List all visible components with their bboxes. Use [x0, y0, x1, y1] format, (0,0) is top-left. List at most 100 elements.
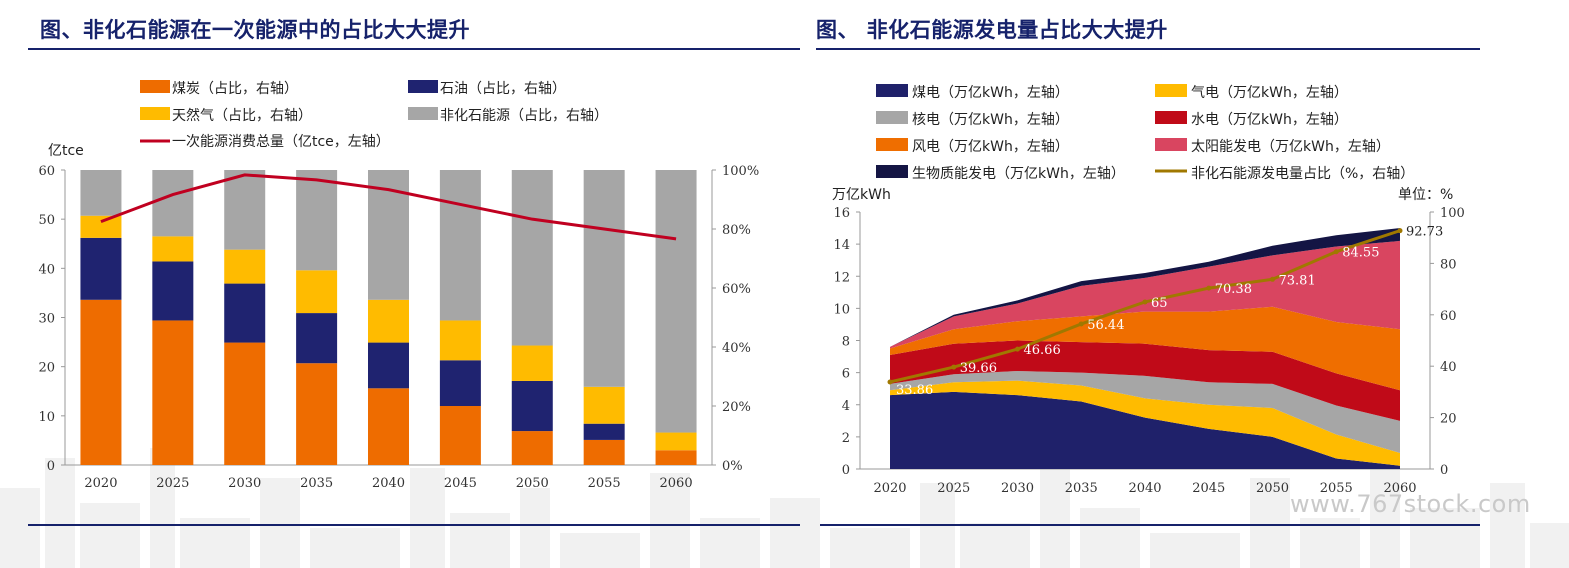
x-tick-label: 2035 — [1065, 481, 1098, 496]
right-chart-title: 图、 非化石能源发电量占比大大提升 — [816, 18, 1168, 42]
legend-label-total: 一次能源消费总量（亿tce，左轴） — [172, 134, 390, 150]
legend-swatch-coal — [140, 80, 170, 93]
left-y-tick-label: 10 — [38, 410, 55, 425]
right-y-tick-label: 0 — [1440, 463, 1448, 478]
right-y-tick-label: 100% — [722, 164, 759, 179]
left-title-rule — [28, 48, 800, 50]
legend-swatch-nonfossil — [408, 107, 438, 120]
legend-label-solar: 太阳能发电（万亿kWh，左轴） — [1191, 139, 1390, 155]
legend-swatch-gas — [1155, 84, 1187, 97]
bar-gas — [439, 320, 481, 361]
bar-gas — [655, 432, 697, 451]
legend-label-wind: 风电（万亿kWh，左轴） — [912, 139, 1069, 155]
legend-label-nonfossil: 非化石能源（占比，右轴） — [440, 108, 608, 124]
bar-nonfossil — [80, 170, 122, 216]
line-point — [1270, 276, 1275, 282]
line-point — [1333, 249, 1339, 255]
x-tick-label: 2030 — [1001, 481, 1034, 496]
line-point — [1015, 346, 1020, 352]
legend-label-oil: 石油（占比，右轴） — [440, 81, 566, 97]
legend-label-coal: 煤炭（占比，右轴） — [172, 81, 298, 97]
bar-gas — [583, 386, 625, 424]
left-y-tick-label: 0 — [842, 463, 850, 478]
bar-coal — [80, 299, 122, 465]
left-y-tick-label: 4 — [842, 399, 850, 414]
left-panel: 图、非化石能源在一次能源中的占比大大提升 0 10 20 30 40 50 60 0% 20% 4… — [28, 18, 800, 526]
left-y-tick-label: 14 — [833, 238, 850, 253]
right-y-tick-label: 40 — [1440, 360, 1457, 375]
legend-swatch-gas — [140, 107, 170, 120]
right-bottom-rule — [820, 524, 1480, 526]
bar-oil — [583, 423, 625, 440]
watermark-text: www.767stock.com — [1290, 490, 1531, 518]
legend-label-gas: 气电（万亿kWh，左轴） — [1191, 85, 1348, 101]
bar-gas — [80, 215, 122, 238]
right-y-axis-unit: 单位：% — [1398, 187, 1453, 203]
legend-swatch-bio — [876, 165, 908, 178]
data-label: 39.66 — [960, 361, 997, 376]
data-label: 56.44 — [1087, 318, 1124, 333]
bar-nonfossil — [583, 170, 625, 387]
x-tick-label: 2025 — [156, 476, 189, 491]
right-y-tick-label: 60% — [722, 282, 751, 297]
legend-label-hydro: 水电（万亿kWh，左轴） — [1191, 112, 1348, 128]
x-tick-label: 2060 — [1383, 481, 1416, 496]
bar-gas — [296, 270, 338, 314]
bar-gas — [152, 236, 194, 262]
area-hydro — [890, 340, 1400, 421]
x-tick-label: 2030 — [228, 476, 261, 491]
left-y-tick-label: 30 — [38, 312, 55, 327]
area-coal — [890, 391, 1400, 469]
legend-swatch-oil — [408, 80, 438, 93]
data-label: 46.66 — [1024, 343, 1061, 358]
left-y-tick-label: 50 — [38, 213, 55, 228]
right-y-tick-label: 80% — [722, 223, 751, 238]
legend-swatch-coal — [876, 84, 908, 97]
right-title-rule — [816, 48, 1480, 50]
left-bottom-rule — [28, 524, 800, 526]
bar-oil — [368, 342, 409, 389]
bar-coal — [511, 431, 553, 465]
legend-label-coal: 煤电（万亿kWh，左轴） — [912, 85, 1069, 101]
line-point — [1206, 285, 1212, 291]
bar-coal — [655, 450, 697, 465]
line-point — [1078, 321, 1084, 327]
right-y-tick-label: 100 — [1440, 206, 1465, 221]
x-tick-label: 2050 — [516, 476, 549, 491]
area-bio — [890, 228, 1400, 347]
data-label: 92.73 — [1406, 225, 1443, 240]
bar-nonfossil — [511, 170, 553, 346]
bar-nonfossil — [296, 170, 338, 271]
line-point — [887, 379, 893, 385]
right-panel: 图、 非化石能源发电量占比大大提升 0 2 4 6 8 10 12 14 16 0 20 40 60 80… — [810, 0, 1569, 568]
left-y-axis-unit: 亿tce — [48, 143, 84, 159]
line-total — [100, 173, 677, 241]
legend-label-bio: 生物质能发电（万亿kWh，左轴） — [912, 166, 1125, 182]
left-y-tick-label: 60 — [38, 164, 55, 179]
data-label: 65 — [1151, 296, 1168, 311]
left-y-tick-label: 20 — [38, 361, 55, 376]
x-tick-label: 2060 — [660, 476, 693, 491]
data-label: 84.55 — [1342, 246, 1379, 261]
left-y-tick-label: 40 — [38, 262, 55, 277]
data-label: 33.86 — [896, 383, 933, 398]
x-tick-label: 2025 — [937, 481, 970, 496]
legend-swatch-wind — [876, 138, 908, 151]
bar-gas — [368, 299, 409, 343]
bar-coal — [152, 320, 194, 465]
right-y-tick-label: 40% — [722, 341, 751, 356]
legend-swatch-nuclear — [876, 111, 908, 124]
line-point — [1142, 299, 1148, 305]
data-label: 73.81 — [1279, 273, 1316, 288]
x-tick-label: 2045 — [1192, 481, 1225, 496]
legend-label-nuclear: 核电（万亿kWh，左轴） — [912, 112, 1069, 128]
x-tick-label: 2055 — [588, 476, 621, 491]
x-tick-label: 2020 — [84, 476, 117, 491]
legend-swatch-solar — [1155, 138, 1187, 151]
left-y-tick-label: 2 — [842, 431, 850, 446]
left-y-axis-unit: 万亿kWh — [832, 187, 891, 203]
left-y-tick-label: 12 — [833, 270, 850, 285]
x-tick-label: 2040 — [372, 476, 405, 491]
bar-coal — [296, 363, 338, 465]
